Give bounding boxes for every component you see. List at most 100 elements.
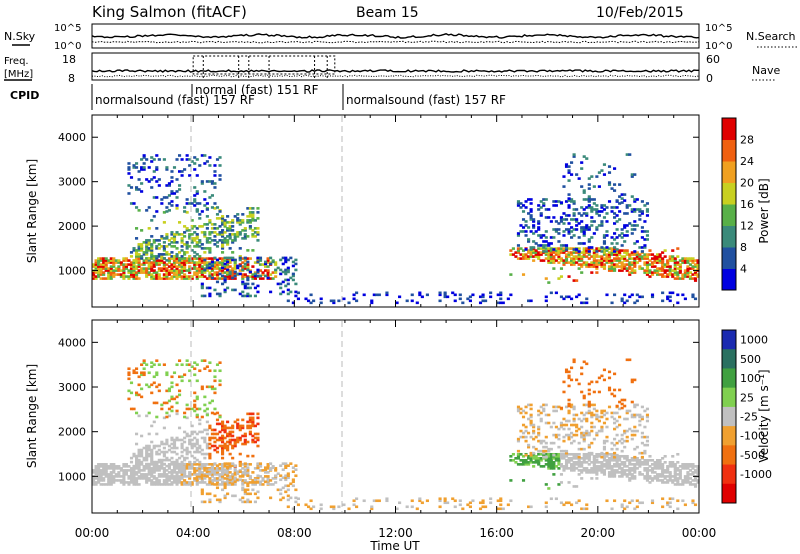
heatmap-cell (683, 261, 687, 264)
heatmap-cell (532, 240, 536, 243)
heatmap-cell (643, 230, 647, 233)
heatmap-cell (595, 208, 599, 211)
heatmap-cell (162, 265, 166, 268)
heatmap-cell (102, 257, 106, 260)
heatmap-cell (613, 269, 617, 272)
heatmap-cell (661, 505, 665, 509)
heatmap-cell (145, 452, 149, 456)
heatmap-cell (650, 273, 655, 276)
heatmap-cell (537, 226, 541, 229)
heatmap-cell (205, 180, 209, 183)
heatmap-cell (592, 198, 596, 201)
heatmap-cell (549, 247, 553, 250)
heatmap-cell (190, 442, 194, 446)
heatmap-cell (625, 411, 629, 415)
heatmap-cell (142, 367, 146, 371)
heatmap-cell (233, 235, 237, 238)
heatmap-cell (99, 473, 103, 476)
heatmap-cell (673, 467, 677, 470)
heatmap-cell (205, 428, 209, 432)
heatmap-cell (582, 226, 586, 229)
heatmap-cell (633, 261, 637, 264)
heatmap-cell (567, 459, 571, 462)
heatmap-cell (623, 417, 627, 421)
heatmap-cell (193, 245, 197, 248)
heatmap-cell (693, 469, 698, 472)
heatmap-cell (577, 463, 581, 466)
heatmap-cell (661, 275, 665, 278)
heatmap-cell (552, 421, 556, 425)
heatmap-cell (145, 178, 149, 181)
heatmap-cell (496, 507, 500, 511)
heatmap-cell (661, 263, 665, 266)
heatmap-cell (208, 273, 212, 276)
heatmap-cell (137, 269, 141, 272)
heatmap-cell (554, 220, 558, 223)
heatmap-cell (190, 481, 194, 484)
heatmap-cell (94, 277, 98, 280)
heatmap-cell (195, 241, 199, 244)
heatmap-cell (552, 204, 556, 207)
heatmap-cell (233, 494, 237, 498)
heatmap-cell (595, 175, 599, 178)
heatmap-cell (226, 235, 230, 238)
heatmap-cell (180, 259, 184, 262)
heatmap-cell (653, 471, 657, 474)
heatmap-cell (661, 469, 665, 472)
y-tick-label: 3000 (58, 176, 86, 189)
heatmap-cell (539, 212, 543, 215)
heatmap-cell (653, 269, 657, 272)
heatmap-cell (198, 265, 202, 268)
heatmap-cell (549, 291, 553, 295)
heatmap-cell (559, 465, 564, 468)
heatmap-cell (618, 218, 622, 221)
heatmap-cell (438, 505, 442, 509)
heatmap-cell (269, 261, 273, 264)
heatmap-cell (521, 423, 526, 427)
heatmap-cell (226, 241, 230, 244)
heatmap-cell (590, 411, 594, 415)
heatmap-cell (630, 400, 634, 404)
heatmap-cell (231, 438, 235, 442)
heatmap-cell (532, 457, 536, 460)
heatmap-cell (241, 268, 245, 272)
heatmap-cell (620, 449, 624, 453)
heatmap-cell (532, 461, 536, 464)
heatmap-cell (673, 277, 677, 280)
heatmap-cell (610, 206, 614, 209)
heatmap-cell (615, 425, 619, 429)
heatmap-cell (638, 419, 642, 423)
heatmap-cell (170, 460, 174, 464)
heatmap-cell (544, 413, 548, 417)
x-tick-label: 00:00 (75, 526, 110, 540)
heatmap-cell (236, 422, 240, 426)
heatmap-cell (253, 235, 257, 238)
heatmap-cell (195, 208, 199, 211)
heatmap-cell (112, 263, 116, 266)
heatmap-cell (188, 463, 192, 466)
heatmap-cell (183, 436, 187, 440)
heatmap-cell (658, 255, 662, 258)
heatmap-cell (195, 237, 199, 240)
heatmap-cell (683, 463, 687, 466)
heatmap-cell (607, 370, 612, 374)
heatmap-cell (592, 202, 596, 205)
heatmap-cell (570, 253, 574, 256)
heatmap-cell (165, 442, 169, 446)
heatmap-cell (218, 294, 222, 298)
heatmap-cell (567, 228, 571, 231)
heatmap-cell (92, 271, 96, 274)
heatmap-cell (193, 471, 197, 474)
heatmap-cell (175, 477, 179, 480)
heatmap-cell (241, 483, 245, 486)
heatmap-cell (140, 363, 144, 367)
heatmap-cell (613, 267, 617, 270)
heatmap-cell (263, 471, 268, 474)
heatmap-cell (567, 206, 571, 209)
heatmap-cell (200, 267, 204, 270)
heatmap-cell (633, 253, 637, 256)
heatmap-cell (243, 259, 247, 262)
heatmap-cell (623, 499, 627, 503)
heatmap-cell (145, 209, 149, 212)
heatmap-cell (693, 263, 698, 266)
